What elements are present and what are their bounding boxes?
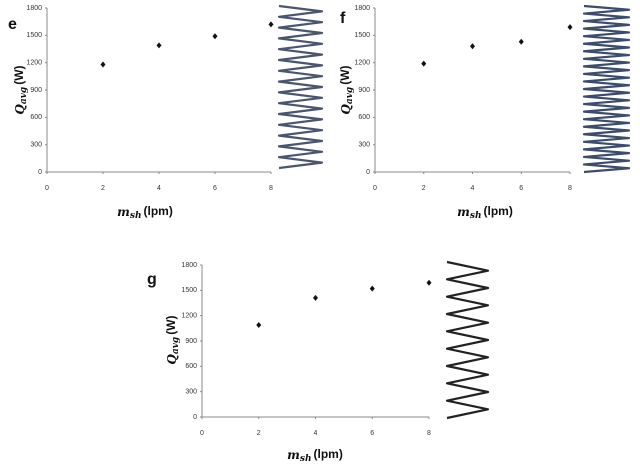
data-point xyxy=(518,38,524,45)
x-tick-label: 8 xyxy=(269,185,273,192)
label-unit: (W) xyxy=(338,65,352,84)
label-subscript: avg xyxy=(19,87,29,104)
data-point xyxy=(212,33,218,40)
label-unit: (W) xyxy=(164,315,178,334)
x-tick-label: 2 xyxy=(101,185,105,192)
x-tick-label: 2 xyxy=(422,185,426,192)
data-point xyxy=(268,21,274,28)
y-tick-label: 600 xyxy=(358,114,370,121)
data-point xyxy=(421,60,427,67)
y-tick-label: 900 xyxy=(358,87,370,94)
label-unit: (lpm) xyxy=(144,204,173,218)
y-tick-label: 1500 xyxy=(26,32,42,39)
x-tick-label: 0 xyxy=(373,185,377,192)
y-tick-label: 1800 xyxy=(354,5,370,12)
y-tick-label: 0 xyxy=(38,169,42,176)
data-point xyxy=(567,24,573,31)
panel-label: g xyxy=(147,271,157,288)
axis-label: msh (lpm) xyxy=(117,204,173,220)
axis-label: msh (lpm) xyxy=(287,447,343,463)
subplot: g 0 300 600 900 1200 1500 1800 0 2 4 6 8 msh (lpm) Qavg… xyxy=(147,260,490,464)
data-point xyxy=(426,279,432,286)
panel-label: e xyxy=(8,16,17,33)
y-tick-label: 300 xyxy=(358,142,370,149)
label-symbol: m xyxy=(117,205,130,219)
y-tick-label: 1500 xyxy=(181,287,197,294)
y-tick-label: 1200 xyxy=(181,313,197,320)
y-tick-label: 600 xyxy=(30,114,42,121)
x-tick-label: 6 xyxy=(213,185,217,192)
x-tick-label: 2 xyxy=(257,430,261,437)
axis-label: Qavg (W) xyxy=(12,65,28,114)
label-subscript: sh xyxy=(300,454,312,464)
y-tick-label: 0 xyxy=(366,169,370,176)
axis-label: msh (lpm) xyxy=(457,204,513,220)
x-tick-label: 8 xyxy=(568,185,572,192)
x-tick-label: 6 xyxy=(370,430,374,437)
y-tick-label: 1200 xyxy=(354,60,370,67)
x-tick-label: 4 xyxy=(314,430,318,437)
label-subscript: sh xyxy=(470,211,482,221)
axis-label: Qavg (W) xyxy=(164,315,180,364)
y-tick-label: 600 xyxy=(185,363,197,370)
x-tick-label: 4 xyxy=(471,185,475,192)
label-subscript: sh xyxy=(130,211,142,221)
coil-illustration xyxy=(445,260,490,420)
x-tick-label: 0 xyxy=(200,430,204,437)
y-tick-label: 900 xyxy=(30,87,42,94)
label-symbol: Q xyxy=(165,354,179,365)
x-tick-label: 8 xyxy=(427,430,431,437)
y-tick-label: 1800 xyxy=(26,5,42,12)
data-point xyxy=(470,43,475,50)
subplot: e 0 300 600 900 1200 1500 1800 0 2 4 6 8 msh (lpm) Qavg… xyxy=(8,4,324,221)
label-unit: (lpm) xyxy=(314,447,343,461)
panel-label: f xyxy=(340,10,346,27)
y-tick-label: 300 xyxy=(30,142,42,149)
label-symbol: m xyxy=(287,448,300,462)
coil-illustration xyxy=(582,4,631,174)
x-tick-label: 6 xyxy=(519,185,523,192)
label-symbol: m xyxy=(457,205,470,219)
coil-illustration xyxy=(277,4,324,170)
label-subscript: avg xyxy=(345,87,355,104)
data-point xyxy=(100,61,106,68)
data-point xyxy=(369,285,375,292)
y-tick-label: 1800 xyxy=(181,262,197,269)
data-point xyxy=(256,321,262,328)
label-symbol: Q xyxy=(13,104,27,115)
y-tick-label: 1200 xyxy=(26,60,42,67)
y-tick-label: 300 xyxy=(185,389,197,396)
data-point xyxy=(156,42,162,49)
y-tick-label: 900 xyxy=(185,338,197,345)
data-point xyxy=(313,294,318,301)
label-unit: (lpm) xyxy=(484,204,513,218)
subplot: f 0 300 600 900 1200 1500 1800 0 2 4 6 8 msh (lpm) Qavg… xyxy=(338,4,631,221)
y-tick-label: 1500 xyxy=(354,32,370,39)
y-tick-label: 0 xyxy=(193,414,197,421)
label-unit: (W) xyxy=(12,65,26,84)
x-tick-label: 4 xyxy=(157,185,161,192)
label-subscript: avg xyxy=(171,337,181,354)
label-symbol: Q xyxy=(339,104,353,115)
x-tick-label: 0 xyxy=(45,185,49,192)
axis-label: Qavg (W) xyxy=(338,65,354,114)
